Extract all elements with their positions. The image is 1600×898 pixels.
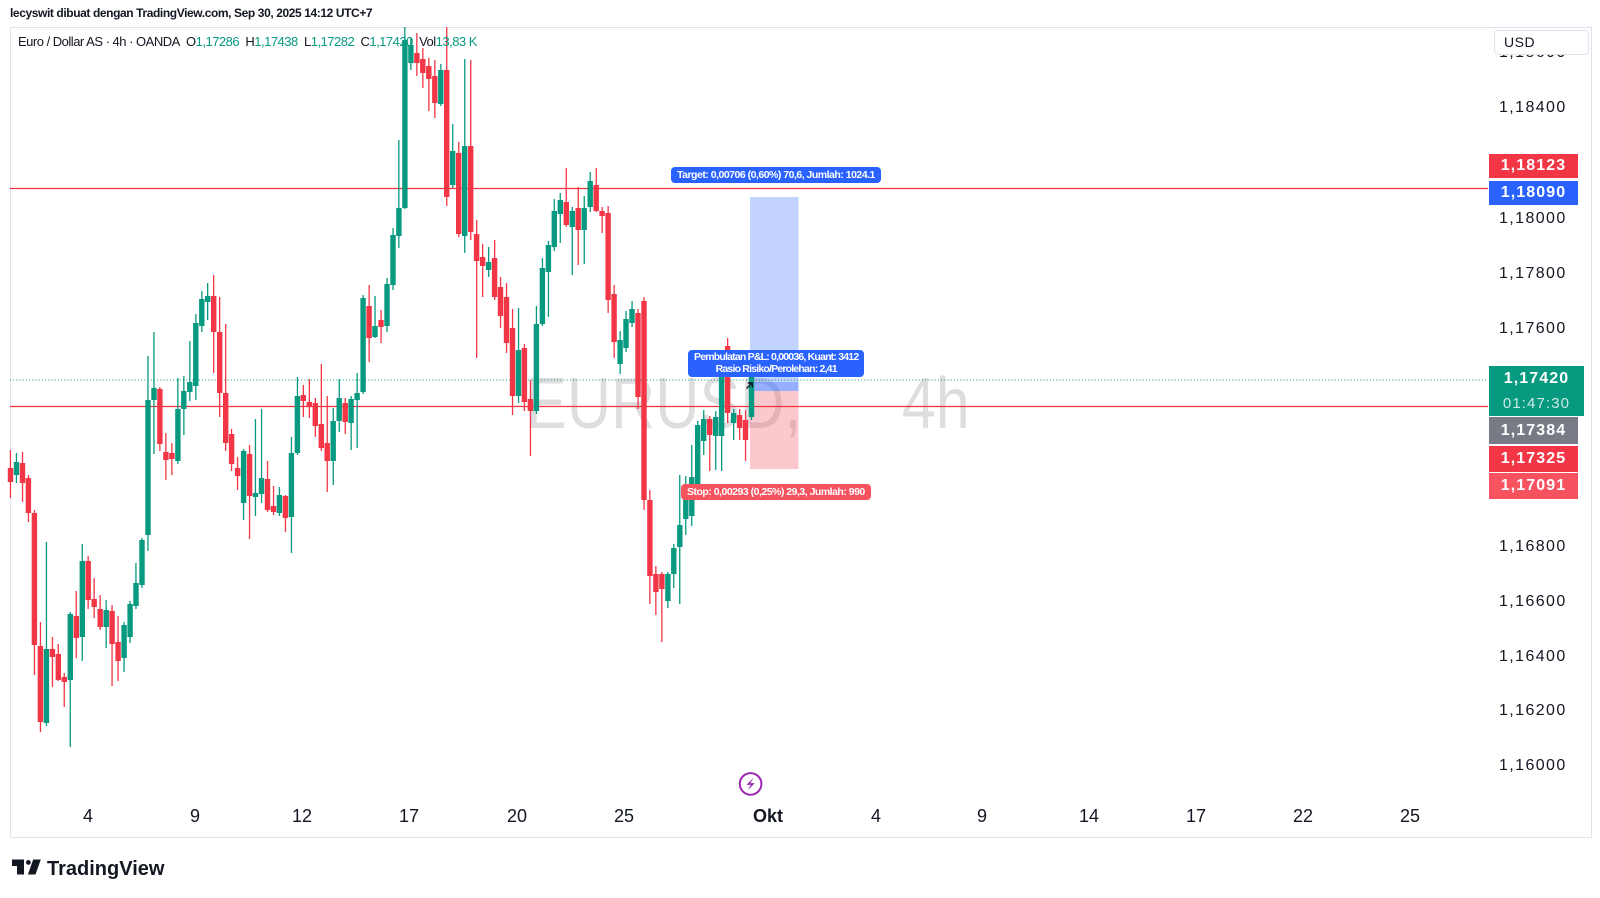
svg-text:TradingView: TradingView: [47, 858, 165, 880]
